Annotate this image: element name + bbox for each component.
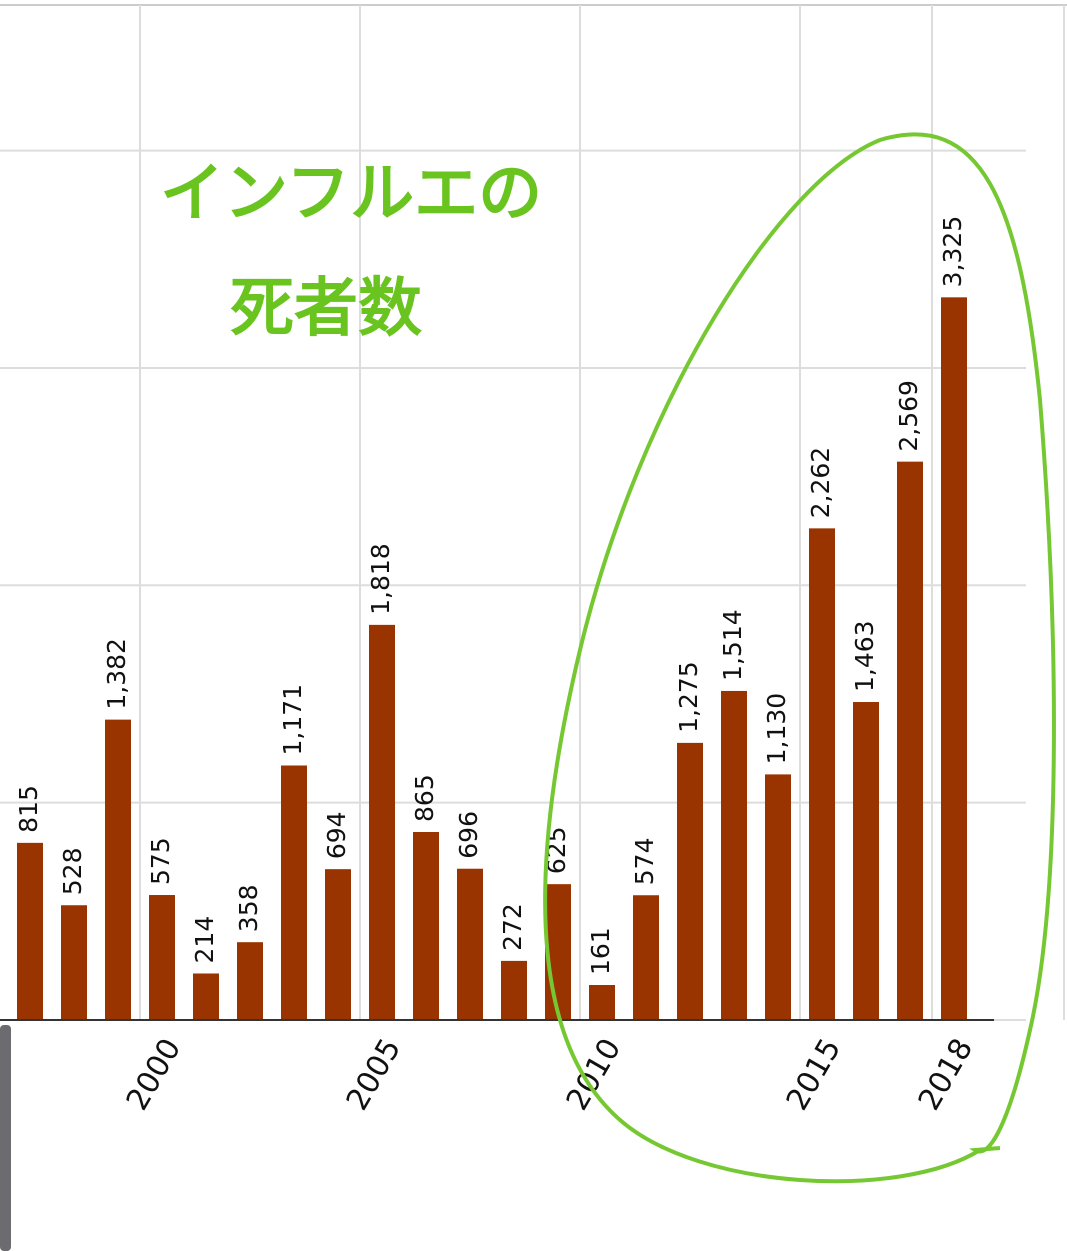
value-label: 865 [410, 774, 439, 822]
x-tick-label: 2000 [120, 1033, 188, 1117]
value-label: 696 [454, 811, 483, 859]
x-tick-label: 2015 [780, 1033, 848, 1117]
bar [501, 960, 527, 1020]
value-label: 528 [58, 848, 87, 896]
value-label: 1,463 [850, 620, 879, 692]
value-label: 1,275 [674, 661, 703, 733]
value-label: 1,130 [762, 693, 791, 765]
x-tick-label: 2005 [340, 1033, 408, 1117]
value-label: 214 [190, 916, 219, 964]
bar [809, 528, 835, 1020]
value-label: 1,818 [366, 543, 395, 615]
value-label: 272 [498, 903, 527, 951]
bar [193, 973, 219, 1020]
bar [545, 884, 571, 1020]
annotation: 死者数 [230, 272, 422, 346]
value-label: 815 [14, 785, 43, 833]
bar [105, 719, 131, 1020]
bar [61, 905, 87, 1020]
value-label: 1,382 [102, 638, 131, 710]
bar [413, 831, 439, 1020]
value-label: 2,262 [806, 447, 835, 519]
annotation: インフルエの [160, 157, 542, 231]
bar [853, 702, 879, 1020]
bar [589, 985, 615, 1020]
bar [281, 765, 307, 1020]
scrollbar [0, 1025, 11, 1251]
value-label: 358 [234, 884, 263, 932]
bar [457, 868, 483, 1020]
bar [721, 690, 747, 1020]
value-label: 574 [630, 838, 659, 886]
value-label: 694 [322, 811, 351, 859]
value-label: 161 [586, 927, 615, 975]
value-label: 3,325 [938, 216, 967, 288]
value-label: 575 [146, 837, 175, 885]
bar [677, 742, 703, 1020]
value-label: 2,569 [894, 380, 923, 452]
value-label: 1,514 [718, 609, 747, 681]
bar [17, 842, 43, 1020]
bar [325, 869, 351, 1020]
bar [633, 895, 659, 1020]
highlight-circle [543, 132, 1056, 1184]
bar [149, 895, 175, 1020]
bar [941, 297, 967, 1020]
bar [897, 461, 923, 1020]
bars: 815 528 1,382 575 2000 214 358 1,171 694 1,818 200… [0, 216, 994, 1117]
x-tick-label: 2018 [912, 1033, 980, 1117]
bar [237, 942, 263, 1020]
bar [369, 624, 395, 1020]
value-label: 1,171 [278, 684, 307, 756]
bar [765, 774, 791, 1020]
